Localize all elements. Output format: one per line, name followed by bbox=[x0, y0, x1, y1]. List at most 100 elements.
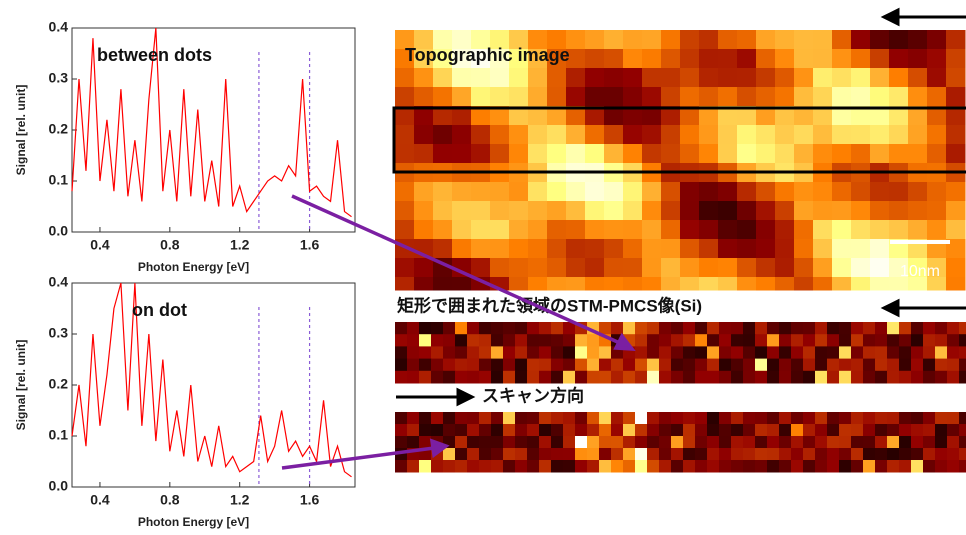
topo-pixel bbox=[794, 201, 814, 221]
connector-arrows bbox=[281, 194, 636, 470]
pmcs-pixel bbox=[947, 412, 960, 425]
topo-pixel bbox=[433, 87, 453, 107]
pmcs-pixel bbox=[683, 346, 696, 360]
topo-pixel bbox=[604, 220, 624, 240]
pmcs-pixel bbox=[839, 424, 852, 437]
pmcs-pixel bbox=[419, 346, 432, 360]
pmcs-pixel bbox=[443, 358, 456, 372]
x-tick-label: 1.6 bbox=[300, 237, 320, 253]
topo-pixel bbox=[775, 258, 795, 278]
topo-pixel bbox=[395, 30, 415, 50]
pmcs-pixel bbox=[419, 358, 432, 372]
pmcs-pixel bbox=[683, 322, 696, 335]
pmcs-pixel bbox=[839, 346, 852, 360]
pmcs-pixel bbox=[887, 436, 900, 449]
pmcs-pixel bbox=[707, 370, 720, 384]
pmcs-pixel bbox=[407, 370, 420, 384]
topo-pixel bbox=[395, 182, 415, 202]
topo-pixel bbox=[756, 182, 776, 202]
topo-pixel bbox=[661, 49, 681, 69]
topo-pixel bbox=[661, 239, 681, 259]
topo-pixel bbox=[699, 68, 719, 88]
pmcs-pixel bbox=[935, 460, 948, 473]
topo-pixel bbox=[414, 201, 434, 221]
topo-pixel bbox=[680, 125, 700, 145]
pmcs-pixel bbox=[587, 334, 600, 347]
pmcs-pixel bbox=[599, 436, 612, 449]
pmcs-pixel bbox=[719, 436, 732, 449]
topo-pixel bbox=[737, 125, 757, 145]
pmcs-pixel bbox=[575, 334, 588, 347]
topo-pixel bbox=[585, 201, 605, 221]
topo-pixel bbox=[547, 182, 567, 202]
pmcs-pixel bbox=[671, 370, 684, 384]
pmcs-pixel bbox=[479, 412, 492, 425]
pmcs-pixel bbox=[731, 448, 744, 461]
pmcs-pixel bbox=[839, 448, 852, 461]
topo-pixel bbox=[737, 201, 757, 221]
topo-pixel bbox=[661, 68, 681, 88]
topo-pixel bbox=[794, 182, 814, 202]
topo-pixel bbox=[813, 87, 833, 107]
topo-pixel bbox=[794, 125, 814, 145]
topo-pixel bbox=[870, 220, 890, 240]
topo-pixel bbox=[623, 277, 643, 291]
pmcs-pixel bbox=[575, 460, 588, 473]
topo-pixel bbox=[927, 277, 947, 291]
topo-pixel bbox=[528, 144, 548, 164]
pmcs-pixel bbox=[779, 370, 792, 384]
pmcs-pixel bbox=[575, 436, 588, 449]
pmcs-pixel bbox=[635, 334, 648, 347]
x-tick-label: 0.8 bbox=[160, 237, 180, 253]
topo-pixel bbox=[547, 220, 567, 240]
pmcs-pixel bbox=[695, 424, 708, 437]
topo-pixel bbox=[870, 258, 890, 278]
pmcs-pixel bbox=[875, 370, 888, 384]
pmcs-pixel bbox=[575, 424, 588, 437]
topo-pixel bbox=[927, 144, 947, 164]
topo-pixel bbox=[775, 277, 795, 291]
pmcs-pixel bbox=[743, 346, 756, 360]
topo-pixel bbox=[509, 30, 529, 50]
topo-pixel bbox=[813, 258, 833, 278]
pmcs-pixel bbox=[779, 460, 792, 473]
pmcs-pixel bbox=[671, 412, 684, 425]
topo-pixel bbox=[946, 87, 966, 107]
topo-pixel bbox=[471, 106, 491, 126]
pmcs-pixel bbox=[635, 424, 648, 437]
topo-pixel bbox=[414, 258, 434, 278]
topo-pixel bbox=[718, 277, 738, 291]
pmcs-pixel bbox=[503, 436, 516, 449]
pmcs-pixel bbox=[419, 460, 432, 473]
pmcs-pixel bbox=[815, 448, 828, 461]
topo-pixel bbox=[414, 106, 434, 126]
pmcs-pixel bbox=[803, 322, 816, 335]
pmcs-pixel bbox=[755, 412, 768, 425]
pmcs-pixel bbox=[947, 424, 960, 437]
pmcs-pixel bbox=[839, 358, 852, 372]
topo-pixel bbox=[623, 239, 643, 259]
region-box bbox=[392, 106, 966, 174]
topo-pixel bbox=[851, 87, 871, 107]
topo-pixel bbox=[471, 87, 491, 107]
pmcs-pixel bbox=[827, 412, 840, 425]
pmcs-pixel bbox=[911, 460, 924, 473]
pmcs-pixel bbox=[959, 358, 966, 372]
topo-pixel bbox=[623, 49, 643, 69]
pmcs-pixel bbox=[863, 346, 876, 360]
pmcs-pixel bbox=[635, 322, 648, 335]
topo-pixel bbox=[718, 182, 738, 202]
pmcs-pixel bbox=[803, 370, 816, 384]
y-tick-label: 0.3 bbox=[49, 325, 69, 341]
topo-pixel bbox=[528, 49, 548, 69]
pmcs-title: 矩形で囲まれた領域のSTM-PMCS像(Si) bbox=[397, 295, 702, 315]
pmcs-pixel bbox=[599, 346, 612, 360]
topo-pixel bbox=[908, 144, 928, 164]
y-tick-label: 0.4 bbox=[49, 274, 69, 290]
pmcs-pixel bbox=[779, 334, 792, 347]
pmcs-pixel bbox=[515, 412, 528, 425]
topo-pixel bbox=[927, 258, 947, 278]
pmcs-pixel bbox=[575, 412, 588, 425]
pmcs-pixel bbox=[911, 424, 924, 437]
topo-pixel bbox=[395, 68, 415, 88]
